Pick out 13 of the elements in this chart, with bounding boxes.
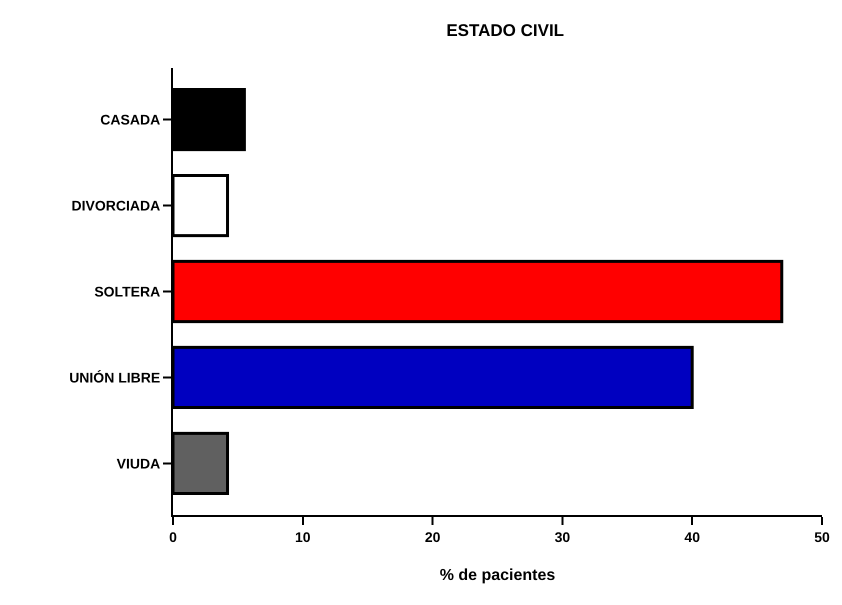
- chart-title: ESTADO CIVIL: [446, 21, 564, 40]
- y-tick-label: DIVORCIADA: [72, 197, 160, 214]
- y-tick-label: SOLTERA: [94, 283, 160, 300]
- x-tick-label: 10: [295, 528, 311, 545]
- y-tick-label: CASADA: [100, 111, 160, 128]
- x-tick-label: 30: [554, 528, 570, 545]
- x-tick-label: 50: [814, 528, 830, 545]
- x-axis-title: % de pacientes: [440, 567, 556, 584]
- x-tick-label: 20: [424, 528, 441, 545]
- x-tick-label: 40: [684, 528, 700, 545]
- y-tick-label: VIUDA: [116, 455, 160, 472]
- y-tick-label: UNIÓN LIBRE: [69, 369, 160, 386]
- x-tick-label: 0: [169, 528, 178, 545]
